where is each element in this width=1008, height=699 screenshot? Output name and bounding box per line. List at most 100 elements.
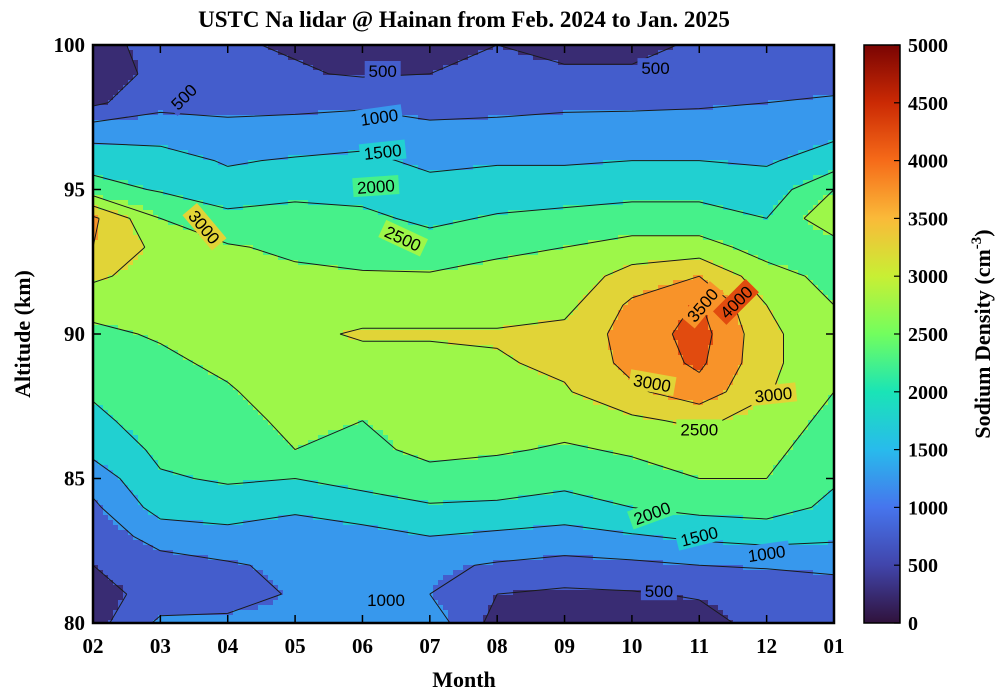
field-cell: [563, 150, 569, 156]
field-cell: [708, 75, 714, 81]
field-cell: [408, 180, 414, 186]
field-cell: [308, 175, 314, 181]
field-cell: [528, 105, 534, 111]
field-cell: [298, 165, 304, 171]
field-cell: [403, 210, 409, 216]
field-cell: [273, 75, 279, 81]
field-cell: [478, 140, 484, 146]
field-cell: [548, 205, 554, 211]
field-cell: [103, 85, 109, 91]
field-cell: [723, 100, 729, 106]
field-cell: [558, 100, 564, 106]
field-cell: [368, 95, 374, 101]
field-cell: [528, 175, 534, 181]
field-cell: [188, 185, 194, 191]
field-cell: [173, 150, 179, 156]
field-cell: [213, 70, 219, 76]
field-cell: [113, 120, 119, 126]
field-cell: [728, 125, 734, 131]
field-cell: [428, 115, 434, 121]
field-cell: [778, 45, 784, 51]
field-cell: [548, 60, 554, 66]
field-cell: [203, 75, 209, 81]
field-cell: [328, 105, 334, 111]
field-cell: [623, 120, 629, 126]
field-cell: [263, 185, 269, 191]
field-cell: [158, 210, 164, 216]
field-cell: [638, 45, 644, 51]
field-cell: [123, 200, 129, 206]
field-cell: [653, 115, 659, 121]
field-cell: [768, 135, 774, 141]
field-cell: [808, 65, 814, 71]
field-cell: [778, 70, 784, 76]
field-cell: [608, 130, 614, 136]
field-cell: [418, 120, 424, 126]
field-cell: [143, 65, 149, 71]
field-cell: [753, 130, 759, 136]
field-cell: [693, 75, 699, 81]
field-cell: [678, 150, 684, 156]
field-cell: [198, 135, 204, 141]
field-cell: [553, 130, 559, 136]
field-cell: [213, 170, 219, 176]
field-cell: [513, 50, 519, 56]
field-cell: [408, 50, 414, 56]
field-cell: [463, 130, 469, 136]
field-cell: [583, 150, 589, 156]
field-cell: [603, 90, 609, 96]
field-cell: [243, 170, 249, 176]
field-cell: [698, 180, 704, 186]
field-cell: [758, 80, 764, 86]
field-cell: [493, 45, 499, 51]
field-cell: [203, 50, 209, 56]
field-cell: [273, 160, 279, 166]
field-cell: [448, 205, 454, 211]
field-cell: [258, 165, 264, 171]
field-cell: [453, 180, 459, 186]
field-cell: [603, 135, 609, 141]
field-cell: [93, 180, 99, 186]
field-cell: [228, 60, 234, 66]
field-cell: [558, 165, 564, 171]
field-cell: [338, 210, 344, 216]
field-cell: [438, 205, 444, 211]
field-cell: [323, 95, 329, 101]
field-cell: [608, 120, 614, 126]
field-cell: [418, 130, 424, 136]
field-cell: [613, 100, 619, 106]
field-cell: [238, 200, 244, 206]
field-cell: [713, 95, 719, 101]
field-cell: [688, 120, 694, 126]
field-cell: [768, 75, 774, 81]
field-cell: [783, 145, 789, 151]
field-cell: [293, 170, 299, 176]
field-cell: [553, 165, 559, 171]
field-cell: [663, 135, 669, 141]
field-cell: [628, 100, 634, 106]
field-cell: [558, 150, 564, 156]
field-cell: [118, 125, 124, 131]
field-cell: [783, 150, 789, 156]
field-cell: [183, 185, 189, 191]
field-cell: [188, 45, 194, 51]
field-cell: [633, 195, 639, 201]
field-cell: [798, 165, 804, 171]
field-cell: [528, 155, 534, 161]
field-cell: [288, 75, 294, 81]
field-cell: [788, 120, 794, 126]
field-cell: [163, 115, 169, 121]
field-cell: [568, 135, 574, 141]
field-cell: [483, 85, 489, 91]
field-cell: [413, 205, 419, 211]
field-cell: [138, 75, 144, 81]
field-cell: [818, 60, 824, 66]
field-cell: [93, 55, 99, 61]
field-cell: [563, 115, 569, 121]
field-cell: [308, 115, 314, 121]
field-cell: [223, 45, 229, 51]
field-cell: [643, 185, 649, 191]
field-cell: [603, 150, 609, 156]
field-cell: [228, 50, 234, 56]
field-cell: [813, 120, 819, 126]
